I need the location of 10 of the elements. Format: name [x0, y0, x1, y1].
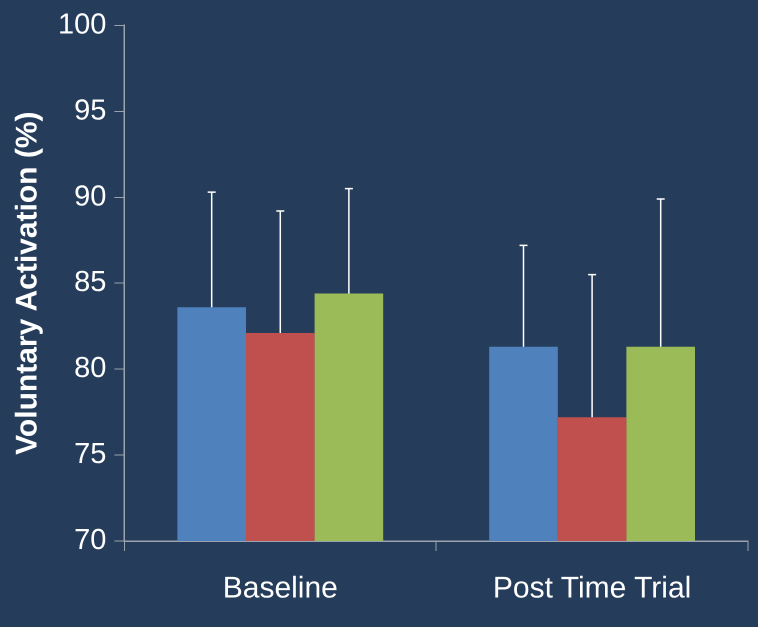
x-tick-label: Post Time Trial — [492, 571, 692, 604]
y-tick-label: 70 — [74, 524, 106, 556]
y-tick-label: 75 — [74, 438, 106, 470]
y-tick-label: 100 — [58, 8, 106, 40]
y-tick-label: 80 — [74, 352, 106, 384]
y-axis-title: Voluntary Activation (%) — [10, 112, 44, 455]
y-tick-label: 95 — [74, 94, 106, 126]
y-tick-label: 90 — [74, 180, 106, 212]
x-tick-label: Baseline — [222, 571, 338, 604]
y-tick-label: 85 — [74, 266, 106, 298]
